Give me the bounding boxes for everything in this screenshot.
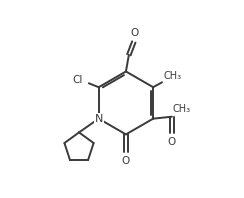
Text: Cl: Cl: [72, 75, 83, 85]
Text: CH₃: CH₃: [173, 104, 191, 114]
Text: N: N: [94, 114, 103, 124]
Text: O: O: [122, 156, 130, 166]
Text: O: O: [131, 29, 139, 38]
Text: CH₃: CH₃: [163, 71, 181, 81]
Text: O: O: [168, 137, 176, 147]
